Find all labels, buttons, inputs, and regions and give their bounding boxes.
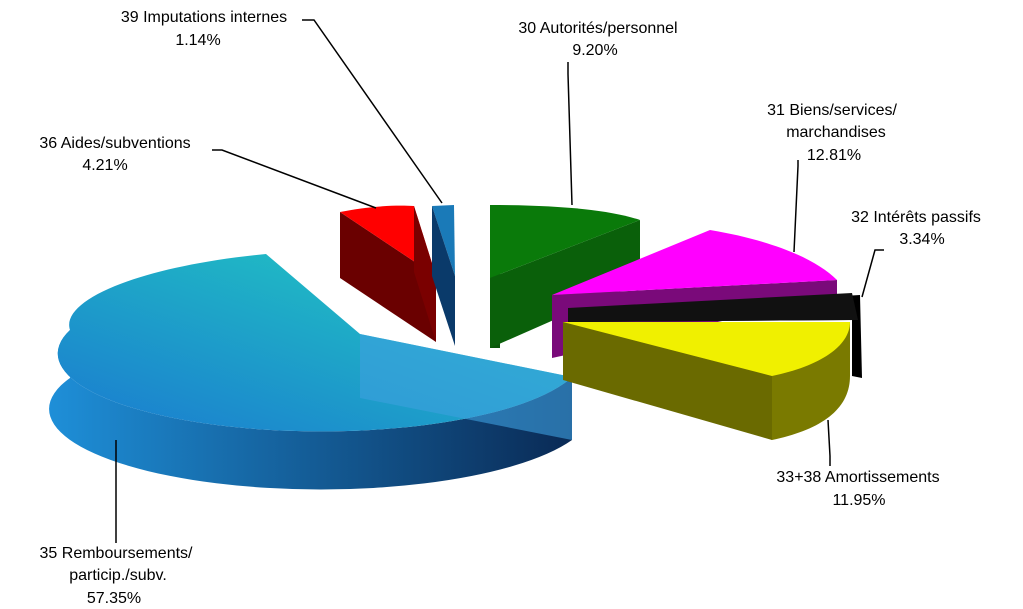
value-39: 1.14% xyxy=(175,32,220,49)
leader-39 xyxy=(302,19,443,204)
leader-32 xyxy=(861,249,884,298)
leader-lines xyxy=(115,19,884,543)
slice-30-front xyxy=(490,220,640,348)
slice-30-top xyxy=(490,205,640,278)
value-30: 9.20% xyxy=(572,42,617,59)
leader-33-38 xyxy=(827,419,831,466)
slice-33-38 xyxy=(563,322,850,440)
slice-36-inner xyxy=(414,206,436,342)
label-35: 35 Remboursements/ xyxy=(40,545,194,562)
leader-36 xyxy=(212,149,377,209)
slice-36-top xyxy=(340,205,436,276)
label-33-38: 33+38 Amortissements xyxy=(776,469,939,486)
slice-39-top xyxy=(432,205,455,276)
slice-36-side xyxy=(340,212,436,342)
slice-39 xyxy=(432,205,455,346)
slice-31-top xyxy=(552,230,837,295)
leader-31 xyxy=(793,160,799,253)
labels: 39 Imputations internes 1.14% 36 Aides/s… xyxy=(39,9,981,607)
slice-33-38-front-left xyxy=(563,322,772,440)
slice-33-38-top xyxy=(563,322,850,376)
slice-32 xyxy=(568,293,862,378)
slice-32-top xyxy=(568,293,858,322)
label-36: 36 Aides/subventions xyxy=(39,135,190,152)
label-31: 31 Biens/services/ xyxy=(767,102,897,119)
label-31-line2: marchandises xyxy=(786,124,886,141)
value-32: 3.34% xyxy=(899,231,944,248)
label-30: 30 Autorités/personnel xyxy=(518,20,677,37)
slice-30 xyxy=(490,205,640,348)
label-39: 39 Imputations internes xyxy=(121,9,287,26)
value-36: 4.21% xyxy=(82,157,127,174)
slice-35-side xyxy=(49,330,572,490)
value-35: 57.35% xyxy=(87,590,141,607)
value-33-38: 11.95% xyxy=(832,492,885,509)
value-31: 12.81% xyxy=(807,147,861,164)
label-35-line2: particip./subv. xyxy=(69,567,167,584)
slice-36 xyxy=(340,205,436,342)
slice-39-side xyxy=(432,206,455,346)
label-32: 32 Intérêts passifs xyxy=(851,209,981,226)
slice-35 xyxy=(49,254,573,490)
leader-30 xyxy=(567,62,573,206)
slice-35-inner-edge xyxy=(360,334,572,440)
